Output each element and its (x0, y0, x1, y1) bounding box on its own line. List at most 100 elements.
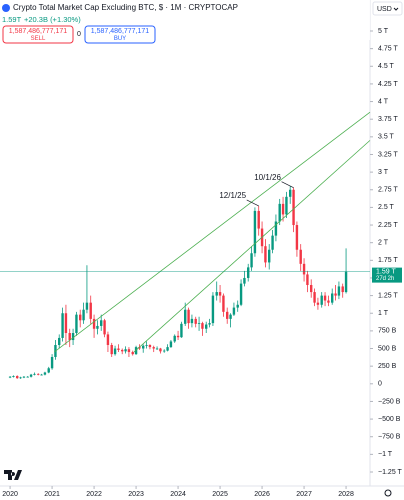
candle-body (197, 323, 201, 324)
candle-body (316, 302, 320, 305)
candle-body (29, 374, 33, 377)
annotation-arrow (281, 181, 294, 188)
candle-body (131, 352, 134, 355)
x-tick-label: 2024 (170, 491, 186, 498)
annotation-text: 12/1/25 (219, 191, 246, 200)
candle-body (243, 277, 246, 284)
candle-body (285, 196, 288, 215)
candle-body (106, 334, 110, 345)
candle-body (239, 283, 243, 305)
candle-body (331, 293, 334, 303)
y-tick-label: 1 T (378, 310, 389, 317)
y-tick-label: −500 B (378, 416, 401, 423)
currency: USD (377, 6, 392, 13)
x-tick-label: 2023 (128, 491, 144, 498)
candle-body (103, 320, 106, 335)
candle-body (295, 225, 299, 250)
y-tick-label: 750 B (378, 328, 397, 335)
x-tick-label: 2026 (254, 491, 270, 498)
settings-icon[interactable] (384, 489, 392, 497)
dropdown-arrow (393, 7, 399, 11)
candle-body (16, 376, 19, 379)
candle-body (313, 292, 316, 303)
plot: 12/1/25 10/1/26 (0, 111, 371, 379)
candle-body (127, 349, 131, 353)
spread: 0 (77, 31, 81, 38)
candle-body (40, 374, 43, 376)
candle-body (341, 286, 344, 293)
candle-body (79, 314, 82, 321)
x-tick-label: 2025 (212, 491, 228, 498)
y-tick-label: 3 T (378, 169, 389, 176)
candle-body (257, 210, 260, 229)
y-tick-label: 1.25 T (378, 292, 398, 299)
candle-body (205, 324, 208, 329)
quote: 1.59T (2, 15, 22, 24)
candle-body (148, 344, 152, 348)
candle-body (334, 293, 337, 296)
candle-body (327, 300, 330, 303)
candle-body (169, 341, 173, 348)
candle-body (64, 313, 68, 333)
y-tick-label: 4.5 T (378, 63, 395, 70)
y-tick-label: 250 B (378, 363, 397, 370)
candle-body (253, 210, 257, 254)
candle-body (176, 335, 180, 338)
y-tick-label: 4.75 T (378, 45, 398, 52)
tv-logo (4, 470, 22, 480)
y-tick-label: 500 B (378, 345, 397, 352)
candle-body (50, 356, 54, 369)
candle-body (61, 313, 64, 338)
candle-body (22, 376, 26, 378)
y-tick-label: 2.5 T (378, 204, 395, 211)
candle-body (142, 345, 145, 349)
change: +20.3B (+1.30%) (24, 15, 81, 24)
candle-body (155, 348, 159, 350)
candle-body (180, 323, 183, 338)
candle-body (82, 309, 85, 321)
candle-body (201, 323, 204, 329)
candle-body (215, 292, 218, 296)
x-tick-label: 2022 (86, 491, 102, 498)
y-tick-label: 3.25 T (378, 151, 398, 158)
candle-body (289, 189, 292, 197)
y-tick-label: −1 T (378, 451, 393, 458)
candle-body (19, 377, 22, 379)
candle-body (222, 295, 225, 312)
candle-body (299, 249, 302, 264)
x-tick-label: 2027 (296, 491, 312, 498)
candle-body (138, 347, 141, 349)
candle-body (85, 302, 89, 310)
candle-body (117, 348, 120, 350)
x-tick-label: 2021 (44, 491, 60, 498)
candle-body (26, 376, 29, 378)
candle-body (320, 295, 323, 305)
candle-body (159, 348, 162, 352)
y-tick-label: 3.5 T (378, 134, 395, 141)
currency-select[interactable] (372, 1, 403, 16)
candle-body (75, 314, 78, 333)
y-tick-label: −750 B (378, 434, 401, 441)
candle-body (166, 347, 169, 351)
buy-price: 1,587,486,777,171 (91, 28, 149, 35)
candle-body (100, 320, 103, 326)
candle-body (92, 318, 96, 329)
y-tick-label: −250 B (378, 398, 401, 405)
candle-body (163, 350, 166, 352)
candle-body (124, 349, 127, 352)
candle-body (47, 368, 50, 373)
sell-button[interactable] (2, 25, 74, 44)
candle-body (8, 376, 12, 378)
candle-body (268, 249, 271, 263)
candle-body (337, 286, 341, 296)
y-tick-label: 2.75 T (378, 187, 398, 194)
candle-body (68, 332, 71, 341)
candle-body (12, 376, 15, 377)
candle-body (218, 292, 222, 296)
buy-label: BUY (114, 36, 126, 42)
x-tick-label: 2028 (338, 491, 354, 498)
buy-button[interactable] (84, 25, 156, 44)
candle-body (113, 348, 117, 355)
candle-body (247, 267, 250, 278)
y-tick-label: 2.25 T (378, 222, 398, 229)
